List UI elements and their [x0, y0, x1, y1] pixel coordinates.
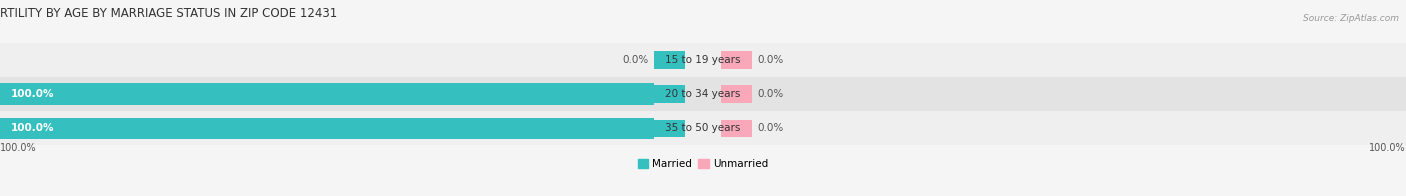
Bar — [0, 43, 1406, 77]
Text: 35 to 50 years: 35 to 50 years — [665, 123, 741, 133]
Bar — [0, 83, 654, 105]
Bar — [0, 111, 1406, 145]
Text: 20 to 34 years: 20 to 34 years — [665, 89, 741, 99]
Text: 0.0%: 0.0% — [758, 55, 785, 65]
Text: 100.0%: 100.0% — [10, 89, 53, 99]
Text: 100.0%: 100.0% — [1369, 143, 1406, 153]
Text: 15 to 19 years: 15 to 19 years — [665, 55, 741, 65]
Bar — [0, 118, 654, 139]
Bar — [721, 85, 752, 103]
Text: 0.0%: 0.0% — [621, 55, 648, 65]
Legend: Married, Unmarried: Married, Unmarried — [634, 155, 772, 173]
Bar — [654, 85, 686, 103]
Bar — [721, 51, 752, 69]
Bar — [654, 120, 686, 137]
Text: 0.0%: 0.0% — [758, 89, 785, 99]
Text: FERTILITY BY AGE BY MARRIAGE STATUS IN ZIP CODE 12431: FERTILITY BY AGE BY MARRIAGE STATUS IN Z… — [0, 7, 337, 20]
Bar — [721, 120, 752, 137]
Bar — [654, 51, 686, 69]
Bar — [0, 77, 1406, 111]
Text: 100.0%: 100.0% — [0, 143, 37, 153]
Text: 0.0%: 0.0% — [758, 123, 785, 133]
Text: Source: ZipAtlas.com: Source: ZipAtlas.com — [1303, 14, 1399, 23]
Text: 100.0%: 100.0% — [10, 123, 53, 133]
